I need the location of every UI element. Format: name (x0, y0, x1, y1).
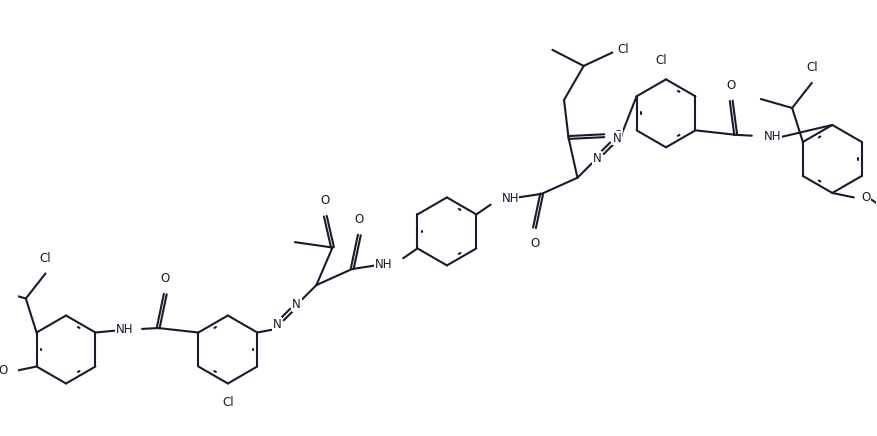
Text: NH: NH (765, 130, 781, 143)
Text: Cl: Cl (656, 54, 667, 67)
Text: O: O (0, 364, 8, 378)
Text: O: O (321, 194, 330, 207)
Text: O: O (530, 237, 539, 250)
Text: Cl: Cl (39, 252, 52, 265)
Text: O: O (861, 191, 870, 204)
Text: N: N (273, 318, 282, 331)
Text: O: O (613, 129, 623, 142)
Text: O: O (727, 79, 736, 92)
Text: Cl: Cl (806, 61, 817, 74)
Text: Cl: Cl (222, 396, 233, 409)
Text: NH: NH (502, 192, 519, 205)
Text: O: O (160, 272, 170, 285)
Text: N: N (612, 132, 621, 145)
Text: N: N (593, 152, 602, 164)
Text: O: O (354, 213, 364, 226)
Text: NH: NH (116, 324, 133, 336)
Text: NH: NH (375, 258, 392, 271)
Text: N: N (292, 298, 301, 311)
Text: Cl: Cl (617, 43, 630, 56)
